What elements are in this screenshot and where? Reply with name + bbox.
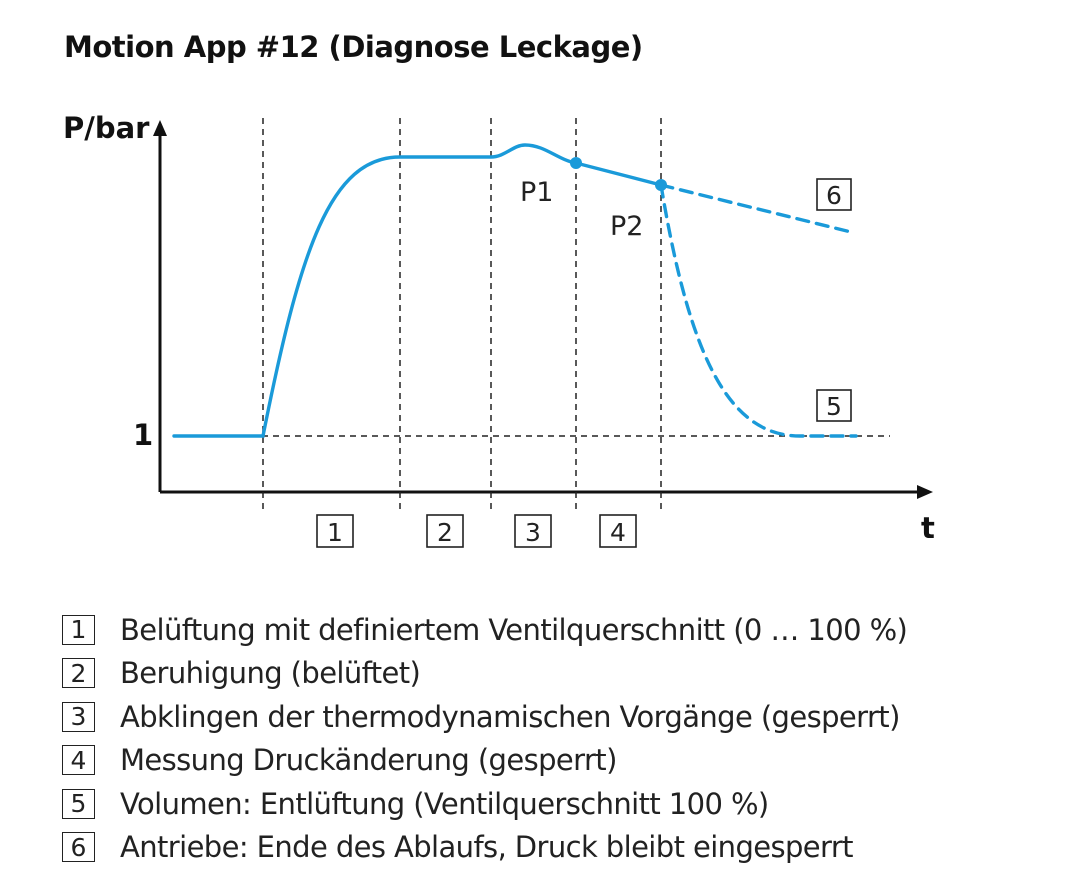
legend: 1 Belüftung mit definiertem Ventilquersc… <box>62 608 908 870</box>
legend-number-box: 1 <box>62 614 95 645</box>
legend-text: Abklingen der thermodynamischen Vorgänge… <box>120 699 900 734</box>
legend-item-2: 2 Beruhigung (belüftet) <box>62 652 907 696</box>
point-p1-marker <box>570 157 582 169</box>
legend-item-6: 6 Antriebe: Ende des Ablaufs, Druck blei… <box>62 826 907 870</box>
legend-item-3: 3 Abklingen der thermodynamischen Vorgän… <box>62 695 907 739</box>
phase-box-1-label: 1 <box>327 518 343 547</box>
legend-text: Antriebe: Ende des Ablaufs, Druck bleibt… <box>120 830 854 865</box>
phase-box-1: 1 <box>316 514 354 548</box>
point-p2-label: P2 <box>610 211 643 242</box>
phase-box-3-label: 3 <box>525 518 541 547</box>
phase-box-3: 3 <box>514 514 552 548</box>
legend-number-box: 3 <box>62 701 95 732</box>
legend-number-box: 5 <box>62 788 95 819</box>
point-p2-marker <box>655 179 667 191</box>
legend-number-box: 2 <box>62 658 95 689</box>
phase-box-4-label: 4 <box>610 518 626 547</box>
curve-box-five: 5 <box>816 389 852 422</box>
curve-dashed-six <box>659 183 857 235</box>
pressure-curve <box>172 143 858 438</box>
legend-item-1: 1 Belüftung mit definiertem Ventilquersc… <box>62 608 908 652</box>
legend-text: Beruhigung (belüftet) <box>120 656 421 691</box>
curve-dashed-five <box>659 183 858 438</box>
diagram-title: Motion App #12 (Diagnose Leckage) <box>64 30 643 64</box>
y-baseline-label: 1 <box>133 418 153 452</box>
phase-box-2-label: 2 <box>437 518 453 547</box>
y-axis-arrow <box>153 120 167 136</box>
pressure-time-diagram: P/bar t 1 P1 P2 6 5 1 2 3 <box>63 111 935 548</box>
curve-box-six-label: 6 <box>826 181 842 210</box>
y-axis-label: P/bar <box>63 111 150 145</box>
x-axis-label: t <box>921 511 935 545</box>
curve-solid <box>172 143 663 438</box>
phase-box-4: 4 <box>599 514 637 548</box>
guide-lines <box>262 118 890 512</box>
legend-text: Belüftung mit definiertem Ventilquerschn… <box>120 612 908 647</box>
point-p1-label: P1 <box>520 177 553 208</box>
x-axis-arrow <box>917 485 933 499</box>
phase-box-2: 2 <box>426 514 464 548</box>
legend-number-box: 6 <box>62 832 95 863</box>
curve-box-six: 6 <box>816 178 852 211</box>
legend-text: Messung Druckänderung (gesperrt) <box>120 743 617 778</box>
curve-box-five-label: 5 <box>826 392 842 421</box>
legend-text: Volumen: Entlüftung (Ventilquerschnitt 1… <box>120 786 769 821</box>
legend-item-4: 4 Messung Druckänderung (gesperrt) <box>62 739 907 783</box>
legend-item-5: 5 Volumen: Entlüftung (Ventilquerschnitt… <box>62 782 907 826</box>
axes <box>153 120 933 499</box>
legend-number-box: 4 <box>62 745 95 776</box>
